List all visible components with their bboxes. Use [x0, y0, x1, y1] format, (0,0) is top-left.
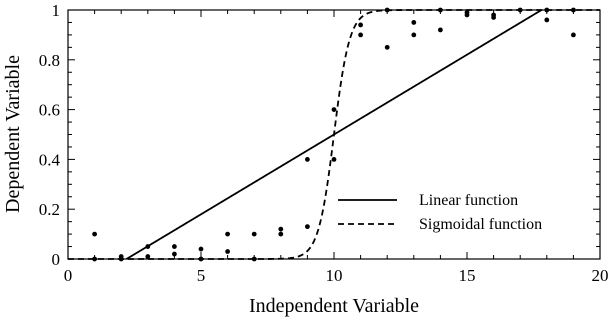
- x-tick-label: 5: [197, 266, 206, 285]
- scatter-point: [225, 249, 231, 254]
- scatter-point: [491, 12, 496, 18]
- scatter-point: [305, 157, 310, 162]
- y-tick-label: 0.2: [39, 200, 60, 219]
- x-tick-label: 15: [459, 266, 476, 285]
- scatter-point: [411, 20, 417, 25]
- y-tick-label: 1: [52, 1, 61, 20]
- scatter-point: [278, 231, 284, 237]
- y-axis-title: Dependent Variable: [2, 55, 24, 213]
- y-tick-label: 0.4: [39, 150, 61, 169]
- scatter-point: [438, 27, 443, 33]
- scatter-point: [198, 256, 204, 262]
- x-tick-label: 10: [326, 266, 343, 285]
- scatter-point: [571, 32, 576, 38]
- y-tick-label: 0: [52, 250, 61, 269]
- scatter-point: [92, 256, 97, 262]
- scatter-point: [278, 226, 284, 232]
- scatter-point: [517, 7, 523, 13]
- scatter-point: [92, 231, 97, 237]
- scatter-point: [544, 17, 550, 23]
- sigmoidal-function-line: [68, 9, 600, 260]
- x-tick-label: 0: [64, 266, 73, 285]
- scatter-point: [251, 256, 257, 262]
- scatter-points: [92, 7, 576, 262]
- plot-area: [67, 7, 601, 262]
- scatter-point: [438, 7, 443, 13]
- scatter-point: [358, 32, 363, 38]
- scatter-point: [145, 254, 151, 259]
- y-tick-label: 0.6: [39, 101, 60, 120]
- legend-label-linear: Linear function: [419, 192, 518, 209]
- scatter-point: [384, 7, 390, 13]
- scatter-point: [384, 44, 390, 50]
- x-axis-title: Independent Variable: [249, 295, 419, 317]
- scatter-point: [411, 32, 417, 38]
- scatter-point: [544, 7, 550, 13]
- scatter-point: [331, 107, 337, 112]
- series-lines: [68, 9, 600, 260]
- legend: Linear function Sigmoidal function: [338, 192, 542, 233]
- scatter-point: [145, 244, 151, 249]
- tick-labels: 0 5 10 15 20 0 0.2 0.4 0.6 0.8 1: [39, 1, 609, 285]
- legend-label-sigmoidal: Sigmoidal function: [419, 216, 542, 233]
- scatter-point: [358, 22, 363, 28]
- scatter-point: [172, 244, 177, 249]
- scatter-point: [331, 157, 337, 162]
- scatter-point: [464, 10, 470, 15]
- scatter-point: [172, 251, 177, 257]
- scatter-point: [571, 7, 576, 13]
- scatter-point: [225, 231, 231, 237]
- y-tick-label: 0.8: [39, 51, 60, 70]
- scatter-point: [198, 246, 204, 252]
- scatter-point: [118, 254, 124, 259]
- scatter-point: [305, 224, 310, 230]
- scatter-point: [251, 231, 257, 237]
- x-tick-label: 20: [592, 266, 609, 285]
